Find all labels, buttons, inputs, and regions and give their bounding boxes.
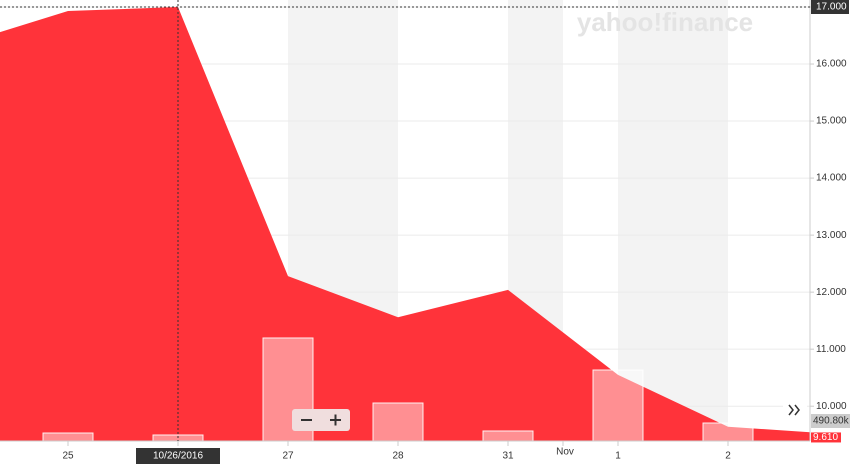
crosshair-date-bg: [136, 448, 220, 464]
last-price-label: 9.610: [813, 432, 838, 443]
last-price-bg: [811, 432, 841, 443]
y-tick-label: 17.000: [816, 2, 847, 13]
volume-label-bg: [811, 413, 850, 428]
volume-bar: [42, 432, 94, 441]
volume-bar: [372, 402, 424, 441]
y-tick-label: 11.000: [816, 344, 846, 355]
y-tick-label: 12.000: [816, 287, 847, 298]
zoom-controls: [292, 400, 807, 431]
volume-label: 490.80k: [813, 416, 850, 427]
volume-bar: [702, 422, 754, 441]
x-tick-label: 28: [392, 451, 404, 462]
price-area: [0, 7, 810, 441]
scroll-icon: [788, 404, 800, 416]
zoom-box: [292, 409, 350, 431]
plot: [0, 7, 810, 441]
x-tick-label: 25: [62, 451, 74, 462]
volume-bar: [482, 430, 534, 441]
crosshair-label-bg: [811, 0, 849, 14]
x-tick-label: 10/26/2016: [153, 451, 203, 462]
watermark: yahoo!finance: [577, 7, 753, 37]
volume-bar: [592, 369, 644, 441]
scroll-button[interactable]: [783, 400, 807, 420]
month-label: Nov: [556, 447, 574, 458]
x-tick-label: 27: [282, 451, 294, 462]
y-tick-label: 13.000: [816, 230, 847, 241]
session-band: [618, 0, 728, 441]
y-tick-label: 10.000: [816, 401, 847, 412]
x-tick-label: 2: [725, 451, 731, 462]
y-tick-label: 14.000: [816, 173, 847, 184]
y-tick-label: 16.000: [816, 59, 847, 70]
x-tick-label: 1: [615, 451, 621, 462]
x-tick-label: 31: [502, 451, 514, 462]
y-tick-label: 15.000: [816, 116, 847, 127]
